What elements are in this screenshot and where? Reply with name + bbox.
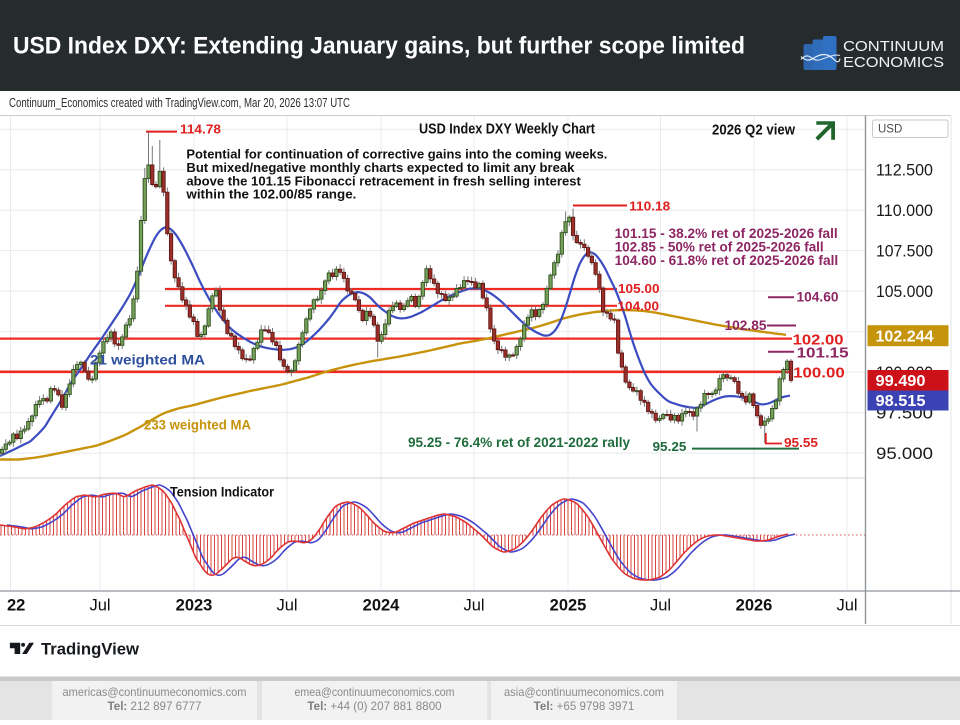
svg-text:102.85: 102.85 xyxy=(725,318,767,333)
svg-text:emea@continuumeconomics.com: emea@continuumeconomics.com xyxy=(295,686,455,699)
svg-text:Continuum_Economics created wi: Continuum_Economics created with Trading… xyxy=(9,95,350,110)
svg-text:Tel: +44 (0) 207 881 8800: Tel: +44 (0) 207 881 8800 xyxy=(307,700,441,713)
svg-text:Potential for continuation of: Potential for continuation of corrective… xyxy=(186,147,607,162)
svg-text:But mixed/negative monthly cha: But mixed/negative monthly charts expect… xyxy=(186,160,575,175)
svg-text:101.15: 101.15 xyxy=(797,346,849,362)
svg-text:105.000: 105.000 xyxy=(876,283,933,301)
svg-text:105.00: 105.00 xyxy=(618,282,660,296)
svg-text:Jul: Jul xyxy=(89,597,110,615)
svg-text:2024: 2024 xyxy=(363,597,401,615)
svg-text:Tel: +65 9798 3971: Tel: +65 9798 3971 xyxy=(534,700,635,713)
svg-text:107.500: 107.500 xyxy=(876,243,933,261)
svg-text:95.000: 95.000 xyxy=(876,445,933,463)
svg-text:Jul: Jul xyxy=(276,597,297,615)
svg-text:Jul: Jul xyxy=(836,597,857,615)
svg-text:101.15 - 38.2% ret of 2025-202: 101.15 - 38.2% ret of 2025-2026 fall xyxy=(615,226,838,241)
svg-text:233 weighted MA: 233 weighted MA xyxy=(144,418,251,434)
svg-text:104.00: 104.00 xyxy=(618,299,660,313)
svg-text:ECONOMICS: ECONOMICS xyxy=(843,54,944,71)
svg-text:CONTINUUM: CONTINUUM xyxy=(843,38,944,55)
svg-text:102.85 - 50% ret of 2025-2026: 102.85 - 50% ret of 2025-2026 fall xyxy=(615,240,824,255)
svg-text:USD: USD xyxy=(878,124,902,136)
svg-text:100.00: 100.00 xyxy=(793,366,845,382)
svg-text:104.60: 104.60 xyxy=(797,289,839,304)
svg-text:21 weighted MA: 21 weighted MA xyxy=(90,353,205,369)
svg-text:americas@continuumeconomics.co: americas@continuumeconomics.com xyxy=(63,686,247,699)
svg-text:98.515: 98.515 xyxy=(876,393,926,410)
svg-text:112.500: 112.500 xyxy=(876,162,933,180)
svg-text:102.00: 102.00 xyxy=(793,333,844,349)
svg-text:104.60 - 61.8% ret of 2025-202: 104.60 - 61.8% ret of 2025-2026 fall xyxy=(615,253,839,268)
svg-text:Jul: Jul xyxy=(463,597,484,615)
svg-text:102.244: 102.244 xyxy=(876,328,934,345)
svg-text:95.55: 95.55 xyxy=(784,435,818,450)
svg-text:above the 101.15 Fibonacci ret: above the 101.15 Fibonacci retracement i… xyxy=(186,173,581,188)
svg-text:95.25: 95.25 xyxy=(653,439,687,454)
svg-text:within the 102.00/85 range.: within the 102.00/85 range. xyxy=(185,187,356,202)
svg-text:99.490: 99.490 xyxy=(876,373,926,390)
svg-text:USD Index DXY: Extending Janua: USD Index DXY: Extending January gains, … xyxy=(13,33,745,60)
svg-text:TradingView: TradingView xyxy=(41,640,139,658)
svg-text:USD Index DXY Weekly Chart: USD Index DXY Weekly Chart xyxy=(419,122,595,138)
svg-text:114.78: 114.78 xyxy=(180,122,221,137)
svg-text:110.000: 110.000 xyxy=(876,202,933,220)
svg-text:2023: 2023 xyxy=(176,597,213,615)
svg-text:2026: 2026 xyxy=(736,597,773,615)
svg-text:Jul: Jul xyxy=(650,597,671,615)
svg-text:110.18: 110.18 xyxy=(629,198,670,213)
svg-text:asia@continuumeconomics.com: asia@continuumeconomics.com xyxy=(504,686,664,699)
svg-text:Tel: 212 897 6777: Tel: 212 897 6777 xyxy=(108,700,202,713)
svg-text:2026 Q2 view: 2026 Q2 view xyxy=(712,122,795,139)
svg-text:22: 22 xyxy=(7,597,25,615)
svg-text:2025: 2025 xyxy=(550,597,587,615)
svg-text:95.25 - 76.4% ret of 2021-2022: 95.25 - 76.4% ret of 2021-2022 rally xyxy=(408,435,630,450)
svg-text:Tension Indicator: Tension Indicator xyxy=(170,485,275,500)
